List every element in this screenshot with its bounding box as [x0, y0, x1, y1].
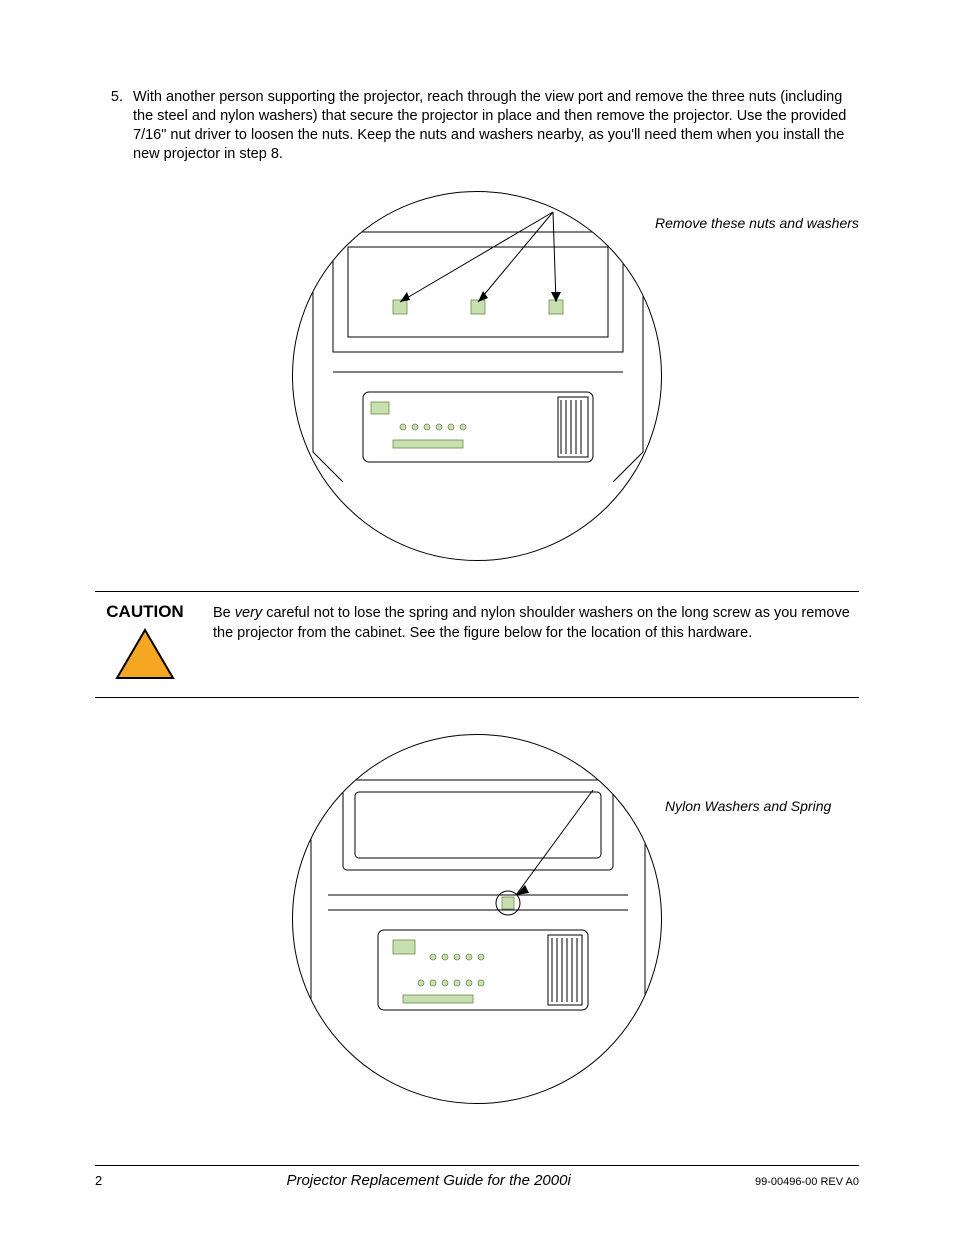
- step-text: With another person supporting the proje…: [133, 88, 859, 163]
- figure-2-wrap: Nylon Washers and Spring: [95, 734, 859, 1104]
- figure-1: [292, 191, 662, 561]
- caution-post: careful not to lose the spring and nylon…: [213, 605, 850, 641]
- footer-doc: 99-00496-00 REV A0: [755, 1176, 859, 1188]
- footer-page: 2: [95, 1173, 102, 1188]
- caution-left: CAUTION: [95, 602, 195, 685]
- figure-1-callout: Remove these nuts and washers: [655, 215, 859, 231]
- step-number: 5.: [95, 88, 123, 163]
- caution-icon: [115, 628, 175, 680]
- caution-em: very: [235, 605, 262, 621]
- figure-2: [292, 734, 662, 1104]
- caution-pre: Be: [213, 605, 235, 621]
- footer: 2 Projector Replacement Guide for the 20…: [95, 1165, 859, 1189]
- figure-2-svg: [293, 735, 662, 1104]
- step-5: 5. With another person supporting the pr…: [95, 88, 859, 163]
- figure-1-svg: [293, 192, 662, 561]
- footer-title: Projector Replacement Guide for the 2000…: [286, 1172, 570, 1189]
- figure-2-callout: Nylon Washers and Spring: [665, 798, 831, 814]
- caution-box: CAUTION Be very careful not to lose the …: [95, 591, 859, 698]
- caution-title: CAUTION: [95, 602, 195, 622]
- caution-text: Be very careful not to lose the spring a…: [213, 602, 859, 643]
- figure-1-wrap: Remove these nuts and washers: [95, 191, 859, 561]
